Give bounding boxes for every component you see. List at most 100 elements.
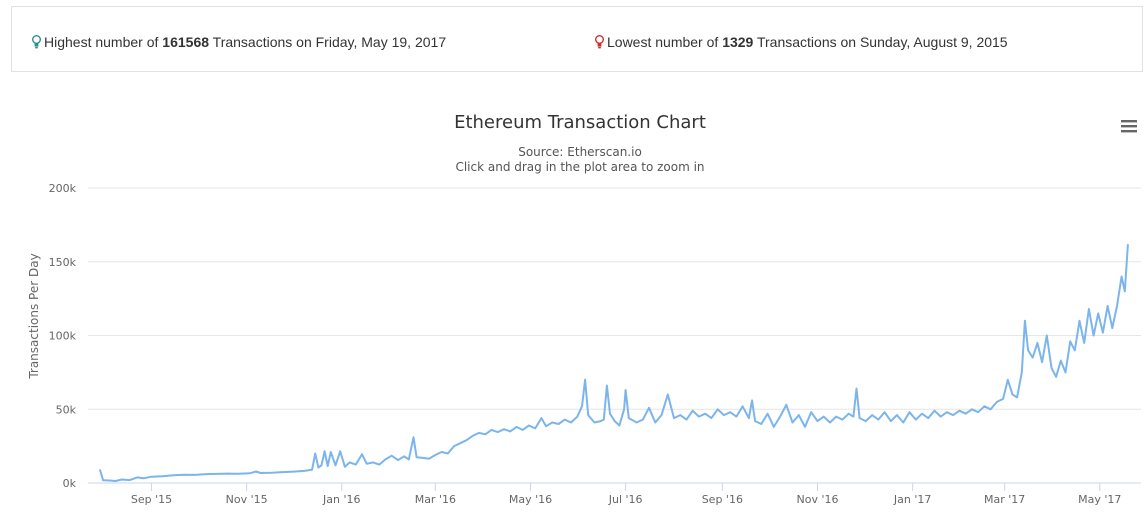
data-point[interactable] (946, 411, 948, 414)
data-point[interactable] (623, 408, 625, 411)
data-point[interactable] (326, 465, 329, 467)
data-point[interactable] (540, 417, 543, 419)
data-point[interactable] (378, 463, 381, 466)
data-point[interactable] (205, 473, 207, 475)
data-point[interactable] (852, 415, 855, 418)
data-point[interactable] (108, 479, 111, 482)
data-point[interactable] (1011, 393, 1014, 396)
data-point[interactable] (408, 458, 410, 461)
data-point[interactable] (983, 405, 986, 408)
data-point[interactable] (365, 463, 368, 465)
data-point[interactable] (877, 418, 880, 421)
data-point[interactable] (1024, 320, 1026, 322)
data-point[interactable] (1106, 305, 1109, 307)
data-point[interactable] (642, 418, 644, 421)
data-point[interactable] (685, 418, 688, 421)
data-point[interactable] (447, 452, 449, 455)
data-point[interactable] (710, 417, 713, 419)
data-point[interactable] (1046, 334, 1048, 337)
data-point[interactable] (534, 427, 536, 430)
data-point[interactable] (952, 414, 954, 416)
data-point[interactable] (183, 473, 185, 476)
data-point[interactable] (691, 409, 694, 412)
data-point[interactable] (902, 421, 905, 424)
data-point[interactable] (741, 405, 744, 408)
data-point[interactable] (1074, 349, 1076, 352)
data-point[interactable] (255, 470, 257, 473)
data-point[interactable] (618, 424, 621, 427)
data-point[interactable] (816, 420, 819, 422)
data-point[interactable] (989, 408, 992, 411)
data-point[interactable] (603, 418, 605, 421)
data-point[interactable] (1050, 367, 1053, 369)
data-point[interactable] (142, 477, 145, 480)
data-point[interactable] (921, 412, 923, 415)
data-point[interactable] (150, 475, 153, 478)
data-point[interactable] (628, 417, 630, 419)
data-point[interactable] (515, 426, 518, 428)
data-point[interactable] (660, 414, 663, 416)
data-point[interactable] (599, 420, 602, 422)
data-point[interactable] (102, 479, 104, 482)
data-point[interactable] (773, 426, 775, 428)
data-point[interactable] (99, 469, 101, 471)
data-point[interactable] (841, 418, 844, 421)
data-point[interactable] (609, 412, 611, 415)
data-point[interactable] (216, 473, 218, 475)
data-point[interactable] (810, 411, 812, 414)
data-point[interactable] (1007, 379, 1009, 381)
data-point[interactable] (865, 420, 867, 422)
data-point[interactable] (314, 452, 317, 455)
data-point[interactable] (785, 404, 788, 406)
data-point[interactable] (320, 464, 323, 467)
data-point[interactable] (933, 409, 936, 412)
data-point[interactable] (270, 471, 273, 474)
data-point[interactable] (858, 417, 861, 419)
data-point[interactable] (114, 480, 117, 482)
data-point[interactable] (344, 466, 346, 468)
series-line[interactable] (99, 244, 1129, 482)
data-point[interactable] (422, 457, 424, 459)
data-point[interactable] (698, 415, 700, 418)
data-point[interactable] (779, 415, 781, 418)
data-point[interactable] (648, 407, 650, 409)
data-point[interactable] (323, 450, 326, 453)
data-point[interactable] (194, 474, 196, 476)
data-point[interactable] (339, 450, 342, 453)
data-point[interactable] (557, 423, 560, 425)
data-point[interactable] (587, 414, 589, 416)
data-point[interactable] (835, 415, 837, 418)
data-point[interactable] (440, 451, 443, 453)
data-point[interactable] (121, 478, 123, 481)
data-point[interactable] (673, 417, 675, 419)
data-point[interactable] (1021, 371, 1023, 374)
data-point[interactable] (317, 466, 320, 469)
data-point[interactable] (996, 401, 998, 403)
data-point[interactable] (330, 451, 332, 453)
data-point[interactable] (259, 472, 262, 474)
data-point[interactable] (760, 423, 763, 425)
data-point[interactable] (227, 472, 229, 475)
data-point[interactable] (576, 415, 579, 418)
data-point[interactable] (822, 415, 825, 418)
data-point[interactable] (606, 384, 608, 387)
data-point[interactable] (581, 405, 583, 408)
data-point[interactable] (1088, 308, 1090, 310)
data-point[interactable] (1060, 359, 1062, 362)
data-point[interactable] (1027, 349, 1029, 352)
data-point[interactable] (1127, 243, 1129, 246)
data-point[interactable] (361, 453, 363, 456)
data-point[interactable] (635, 421, 638, 424)
series-layer[interactable] (99, 243, 1129, 482)
data-point[interactable] (528, 424, 530, 427)
data-point[interactable] (723, 414, 725, 416)
data-point[interactable] (509, 430, 512, 433)
data-point[interactable] (128, 479, 131, 481)
data-point[interactable] (453, 445, 455, 447)
data-point[interactable] (1083, 342, 1085, 344)
data-point[interactable] (472, 435, 474, 437)
data-point[interactable] (729, 411, 731, 414)
data-point[interactable] (248, 472, 251, 475)
data-point[interactable] (384, 458, 387, 461)
data-point[interactable] (1092, 334, 1095, 337)
